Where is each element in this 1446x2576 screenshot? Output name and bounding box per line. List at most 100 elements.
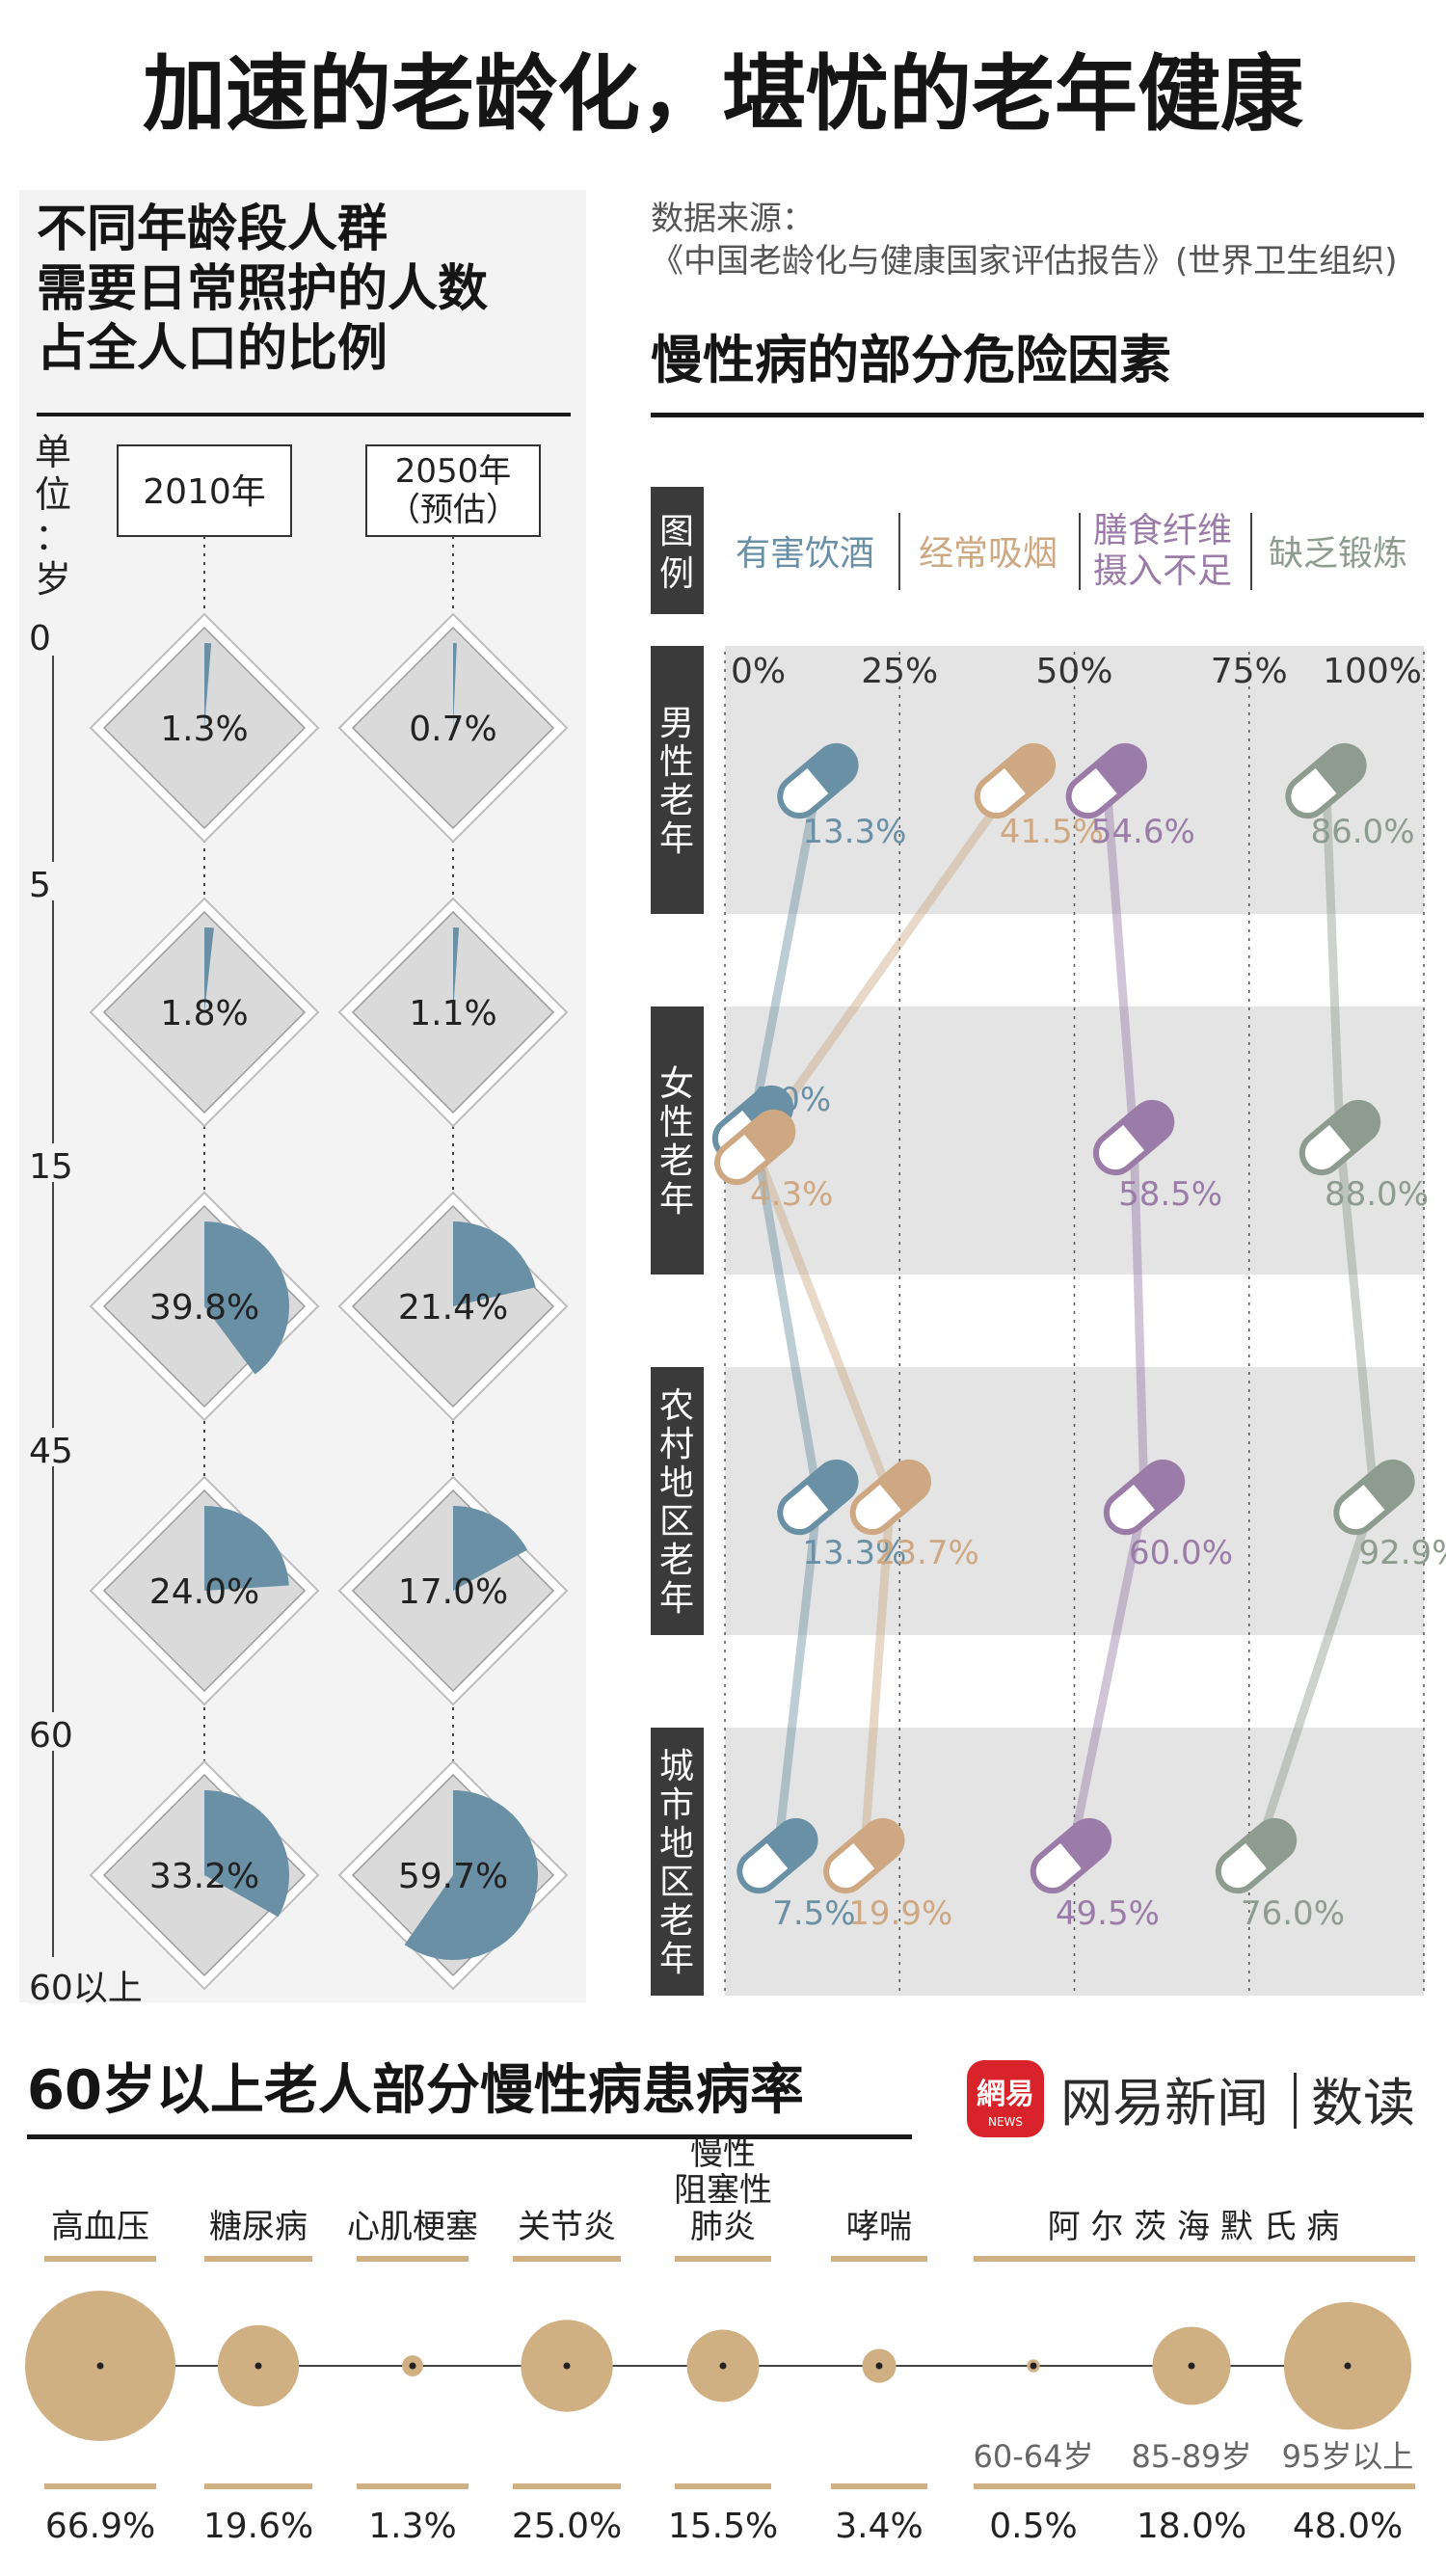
risk-pill-marker [1092, 1099, 1175, 1176]
risk-value-label: 58.5% [1118, 1175, 1222, 1214]
risk-row-label: 性 [659, 742, 694, 782]
care-value-label: 1.1% [409, 994, 496, 1033]
risk-axis-tick: 75% [1211, 652, 1288, 691]
risk-row-label: 年 [659, 1940, 694, 1979]
legend-title: 例 [659, 554, 694, 594]
prevalence-title: 60岁以上老人部分慢性病患病率 [27, 2059, 804, 2122]
care-title-rule [37, 413, 571, 416]
pill-half [1132, 1462, 1183, 1513]
age-tick-bg [29, 1428, 89, 1466]
prevalence-disease-label: 关节炎 [518, 2208, 616, 2246]
brand: 網易 NEWS 网易新闻 数读 [967, 2060, 1415, 2137]
risk-pill-marker [1299, 1099, 1381, 1176]
risk-pill-marker [1103, 1459, 1186, 1536]
legend-item-label: 摄入不足 [1093, 551, 1232, 591]
prevalence-label-underline [513, 2256, 621, 2262]
legend-item-label: 膳食纤维 [1093, 511, 1232, 550]
prevalence-value-label: 66.9% [45, 2507, 155, 2546]
care-value-label: 17.0% [398, 1572, 508, 1612]
age-tick-label: 15 [29, 1147, 73, 1187]
risk-value-label: 23.7% [875, 1534, 979, 1572]
risk-pill-marker [714, 1109, 796, 1186]
pill-half [851, 1820, 902, 1871]
risk-pill-marker [974, 742, 1057, 819]
alz-age-label: 60-64岁 [974, 2438, 1094, 2475]
risk-value-label: 13.3% [802, 1534, 906, 1572]
prevalence-value-underline [831, 2483, 927, 2489]
risk-row-label-bg [651, 1728, 704, 1996]
prevalence-value-underline [675, 2483, 771, 2489]
alz-label-underline [974, 2256, 1415, 2262]
risk-row-label-bg [651, 1367, 704, 1635]
care-value-label: 59.7% [398, 1857, 508, 1896]
age-tick-label: 0 [29, 619, 51, 658]
pill-half [1121, 1102, 1172, 1153]
age-tick-bg [29, 1965, 89, 2003]
prevalence-bubble-center [719, 2362, 727, 2370]
care-pie-slice [204, 1221, 290, 1375]
risk-pill-marker [823, 1817, 905, 1894]
unit-label-char: 位 [35, 473, 71, 516]
source-text: 《中国老龄化与健康国家评估报告》(世界卫生组织) [651, 242, 1398, 281]
risk-row-label: 男 [659, 704, 694, 743]
risk-value-label: 49.5% [1056, 1894, 1160, 1933]
prevalence-bubble-center [563, 2362, 571, 2370]
care-column-label: （预估） [388, 491, 519, 529]
risk-row-label: 老 [659, 1541, 694, 1580]
risk-value-label: 13.3% [802, 813, 906, 851]
prevalence-bubble-center [96, 2362, 104, 2370]
care-pie-slice [204, 1789, 290, 1918]
age-tick-label: 5 [29, 866, 51, 905]
care-value-label: 21.4% [398, 1288, 508, 1328]
risk-row-label: 年 [659, 819, 694, 859]
risk-pill-marker [1333, 1459, 1415, 1536]
risk-axis-tick: 0% [731, 652, 786, 691]
care-pie-slice [204, 927, 214, 1012]
care-chart: 单位：岁 0 5 15 45 60 60以上 2010年 2050年（预估） 1.3% 1.8% 39… [29, 431, 569, 2008]
risk-series-line [750, 778, 1019, 1857]
prevalence-value-label: 25.0% [512, 2507, 622, 2546]
pill-half [742, 1112, 793, 1163]
prevalence-bubble-center [409, 2362, 416, 2370]
pill-half [1058, 1820, 1110, 1871]
risk-title-rule [651, 413, 1424, 417]
prevalence-disease-label: 心肌梗塞 [347, 2208, 478, 2246]
risk-value-label: 88.0% [1325, 1175, 1429, 1214]
risk-row-label: 老 [659, 1141, 694, 1181]
pill-half [1327, 1102, 1379, 1153]
risk-row-label: 城 [659, 1747, 694, 1786]
care-column-header [117, 444, 292, 537]
care-value-label: 24.0% [149, 1572, 259, 1612]
prevalence-bubble-center [1030, 2362, 1037, 2370]
risk-row-label: 市 [659, 1785, 694, 1825]
pill-half [877, 1462, 928, 1513]
prevalence-label-underline [675, 2256, 771, 2262]
risk-row-label: 地 [659, 1463, 694, 1503]
age-tick-label: 60 [29, 1716, 73, 1756]
risk-row-label-bg [651, 646, 704, 914]
risk-row-label: 农 [659, 1386, 694, 1426]
prevalence-title-rule [27, 2134, 912, 2139]
care-pie-slice [453, 643, 457, 728]
care-pie-slice [404, 1790, 538, 1961]
care-title-line: 不同年龄段人群 [37, 201, 388, 258]
age-tick-label: 45 [29, 1432, 73, 1471]
risk-pill-marker [1030, 1817, 1112, 1894]
risk-title: 慢性病的部分危险因素 [651, 330, 1171, 390]
legend-title: 图 [659, 512, 694, 551]
prevalence-disease-label: 哮喘 [846, 2208, 912, 2246]
care-column-label: 2010年 [143, 472, 266, 512]
legend-item-label: 有害饮酒 [736, 534, 874, 574]
brand-divider [1294, 2073, 1297, 2129]
risk-row-label: 区 [659, 1863, 694, 1902]
risk-row-label: 老 [659, 781, 694, 820]
prevalence-value-label: 3.4% [835, 2507, 923, 2546]
risk-value-label: 86.0% [1310, 813, 1414, 851]
netease-logo-icon [967, 2060, 1044, 2137]
risk-series-line [1066, 780, 1149, 1857]
risk-series-line [1251, 780, 1379, 1858]
prevalence-bubble-center [1344, 2362, 1352, 2370]
